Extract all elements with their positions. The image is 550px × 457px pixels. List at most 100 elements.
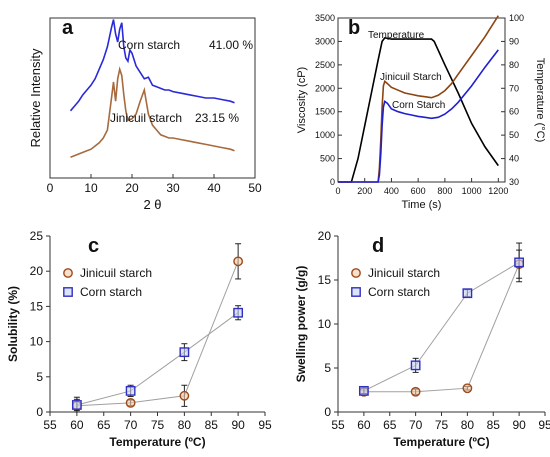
panel-b-x-tick-label: 200	[357, 186, 372, 196]
panel-b-x-tick-label: 0	[335, 186, 340, 196]
panel-c-x-tick-label: 95	[258, 418, 272, 432]
panel-a-x-tick-label: 10	[84, 181, 98, 195]
panel-d-x-tick-label: 95	[538, 418, 550, 432]
panel-b-y-tick-label: 0	[330, 177, 335, 187]
panel-c-x-tick-label: 85	[205, 418, 219, 432]
panel-b-y-axis-label: Viscosity (cP)	[296, 67, 308, 133]
panel-a-x-tick-label: 30	[166, 181, 180, 195]
panel-b-series-label: Corn Starch	[392, 100, 445, 111]
panel-c-point-jinicuil	[233, 256, 244, 267]
panel-b-y2-tick-label: 90	[509, 36, 519, 46]
panel-b-y-tick-label: 1500	[315, 107, 335, 117]
panel-b-x-axis-label: Time (s)	[402, 199, 442, 211]
panel-a-series-jinicuil-line	[70, 66, 235, 158]
panel-a-x-tick-label: 20	[125, 181, 139, 195]
panel-c-point-corn	[233, 307, 244, 318]
panel-d-x-tick-label: 85	[487, 418, 501, 432]
panel-c-point-jinicuil	[125, 397, 136, 408]
panel-c-legend-marker-corn	[63, 287, 73, 297]
panel-c-x-tick-label: 90	[231, 418, 245, 432]
panel-b-y-tick-label: 2000	[315, 83, 335, 93]
panel-d-y-tick-label: 5	[324, 361, 331, 375]
panel-d-y-tick-label: 20	[318, 229, 332, 243]
panel-b-letter: b	[348, 17, 360, 39]
panel-a-y-axis-label: Relative Intensity	[28, 48, 43, 147]
panel-d-legend-marker-corn	[351, 287, 361, 297]
panel-c-y-tick-label: 25	[30, 229, 44, 243]
panel-d-x-axis-label: Temperature (ºC)	[393, 435, 489, 449]
panel-c-x-tick-label: 75	[151, 418, 165, 432]
panel-d-point-jinicuil	[410, 386, 421, 397]
panel-d-x-tick-label: 80	[461, 418, 475, 432]
panel-c-legend-label: Jinicuil starch	[80, 266, 152, 280]
panel-c-y-tick-label: 0	[36, 405, 43, 419]
panel-c-x-tick-label: 55	[43, 418, 57, 432]
panel-c-x-tick-label: 80	[178, 418, 192, 432]
panel-b-frame	[337, 17, 506, 183]
panel-c-point-corn	[125, 385, 136, 396]
panel-c-letter: c	[88, 235, 99, 257]
panel-c-y-axis-label: Solubility (%)	[6, 286, 20, 362]
panel-c-legend-marker-jinicuil	[63, 268, 73, 278]
panel-d-legend-label: Corn starch	[368, 285, 430, 299]
panel-d-y-tick-label: 10	[318, 317, 332, 331]
panel-a: 0 10 20 30 40 50 2 θ Relative Intensity Corn sta…	[28, 17, 262, 212]
panel-d-y-tick-label: 0	[324, 405, 331, 419]
panel-b-y2-tick-label: 30	[509, 177, 519, 187]
panel-c-series-jinicuil-line	[76, 261, 239, 407]
panel-c-y-tick-label: 20	[30, 264, 44, 278]
panel-c: 55 60 65 70 75 80 85 90 95 0 5 10 15 20 25 Temperature …	[6, 229, 272, 449]
panel-d-x-tick-label: 70	[409, 418, 423, 432]
panel-a-x-axis-label: 2 θ	[143, 197, 161, 212]
panel-c-x-tick-label: 60	[70, 418, 84, 432]
panel-d-legend-marker-jinicuil	[351, 268, 361, 278]
panel-b-x-tick-label: 800	[437, 186, 452, 196]
panel-b-x-tick-label: 1000	[462, 186, 482, 196]
panel-d-series-jinicuil-line	[363, 264, 520, 393]
panel-d-legend-label: Jinicuil starch	[368, 266, 440, 280]
panel-c-legend-label: Corn starch	[80, 285, 142, 299]
panel-d-y-axis-label: Swelling power (g/g)	[294, 266, 308, 383]
panel-c-y-tick-label: 5	[36, 370, 43, 384]
panel-d-point-corn	[358, 385, 369, 396]
panel-d-series-corn-line	[363, 261, 520, 392]
panel-d: 55 60 65 70 75 80 85 90 95 0 5 10 15 20 Temperature (º…	[294, 229, 550, 449]
panel-d-letter: d	[372, 235, 384, 257]
panel-a-crystallinity-label: 41.00 %	[209, 38, 253, 52]
panel-a-series-label: Corn starch	[118, 38, 180, 52]
panel-b-y2-tick-label: 50	[509, 130, 519, 140]
panel-a-x-tick-label: 40	[207, 181, 221, 195]
panel-d-point-jinicuil	[462, 383, 473, 394]
panel-b-y2-tick-label: 80	[509, 60, 519, 70]
panel-d-x-tick-label: 75	[435, 418, 449, 432]
panel-c-y-tick-label: 15	[30, 299, 44, 313]
panel-b-y2-tick-label: 70	[509, 83, 519, 93]
panel-d-y-tick-label: 15	[318, 273, 332, 287]
panel-a-crystallinity-label: 23.15 %	[195, 111, 239, 125]
panel-a-letter: a	[62, 17, 74, 39]
panel-d-point-corn	[462, 288, 473, 299]
panel-b-y-tick-label: 3000	[315, 36, 335, 46]
panel-b-series-label: Temperature	[368, 30, 425, 41]
panel-b-series-label: Jinicuil Starch	[380, 72, 442, 83]
panel-b-y-tick-label: 3500	[315, 13, 335, 23]
panel-d-x-tick-label: 60	[357, 418, 371, 432]
panel-d-x-tick-label: 90	[512, 418, 526, 432]
panel-b-y-tick-label: 1000	[315, 130, 335, 140]
panel-c-series-corn-line	[76, 312, 239, 406]
panel-c-point-corn	[179, 347, 190, 358]
panel-c-point-corn	[71, 400, 82, 410]
panel-a-frame	[49, 17, 256, 179]
panel-b-x-tick-label: 600	[411, 186, 426, 196]
panel-a-x-tick-label: 0	[47, 181, 54, 195]
panel-c-x-tick-label: 65	[97, 418, 111, 432]
panel-a-series-corn-line	[69, 19, 235, 112]
panel-b-y-tick-label: 500	[320, 154, 335, 164]
panel-d-point-corn	[410, 360, 421, 371]
panel-d-x-tick-label: 55	[331, 418, 345, 432]
panel-c-x-axis-label: Temperature (ºC)	[109, 435, 205, 449]
panel-b-series-corn-line	[338, 49, 499, 183]
panel-b-y2-tick-label: 100	[509, 13, 524, 23]
panel-d-point-corn	[514, 257, 525, 268]
